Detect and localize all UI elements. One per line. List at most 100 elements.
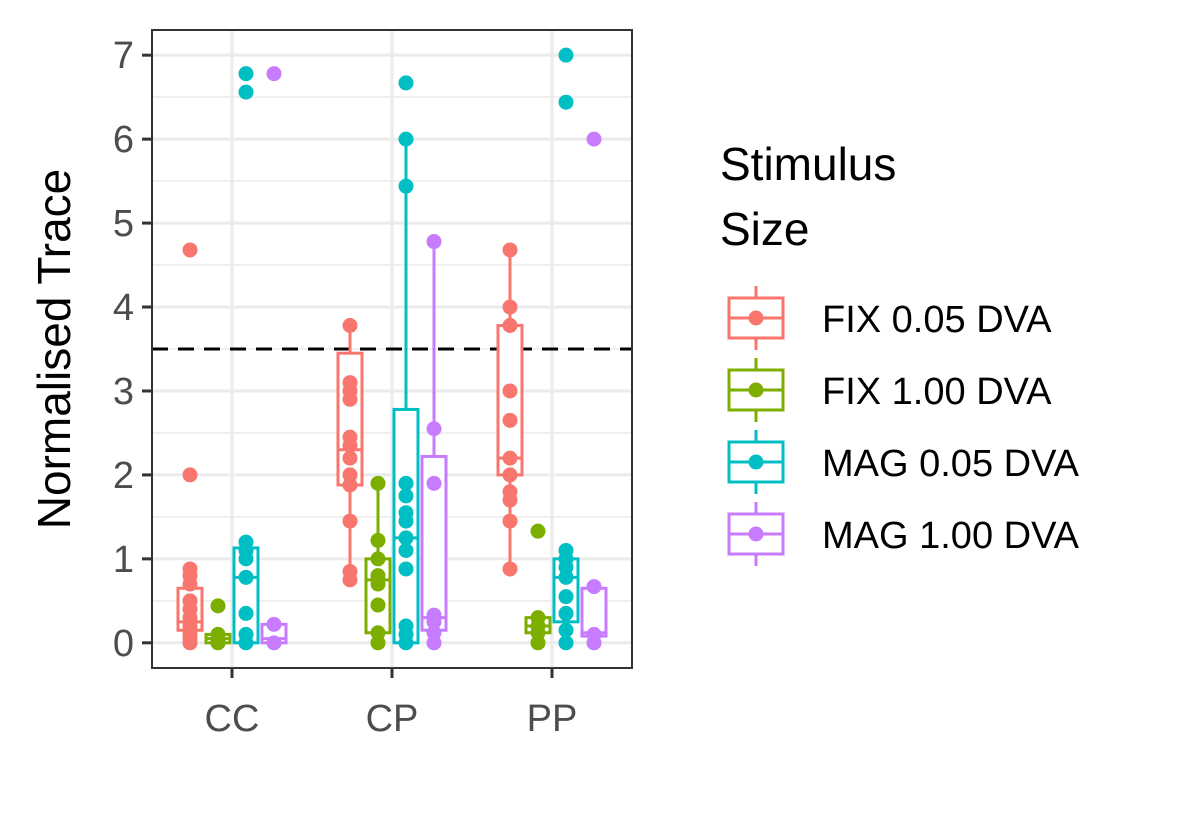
y-tick-label: 5	[113, 203, 134, 245]
x-tick-label: CC	[205, 698, 260, 740]
data-point	[530, 523, 546, 539]
data-point	[502, 242, 518, 258]
data-point	[370, 597, 386, 613]
x-tick-label: CP	[366, 698, 419, 740]
y-tick-label: 6	[113, 119, 134, 161]
points-layer	[182, 47, 602, 651]
data-point	[370, 532, 386, 548]
data-point	[398, 475, 414, 491]
data-point	[502, 513, 518, 529]
data-point	[182, 561, 198, 577]
y-axis-title: Normalised Trace	[28, 169, 80, 529]
data-point	[342, 429, 358, 445]
data-point	[182, 467, 198, 483]
legend: Stimulus Size FIX 0.05 DVA FIX 1.00 DVA MA…	[720, 138, 1080, 566]
legend-label: FIX 1.00 DVA	[822, 371, 1052, 413]
data-point	[182, 593, 198, 609]
y-tick-label: 4	[113, 287, 134, 329]
legend-label: FIX 0.05 DVA	[822, 299, 1052, 341]
data-point	[238, 66, 254, 82]
box-body	[496, 323, 524, 477]
y-tick-label: 1	[113, 539, 134, 581]
data-point	[502, 450, 518, 466]
data-point	[530, 610, 546, 626]
data-point	[238, 605, 254, 621]
data-point	[558, 94, 574, 110]
data-point	[398, 75, 414, 91]
data-point	[558, 622, 574, 638]
legend-label: MAG 0.05 DVA	[822, 443, 1080, 485]
data-point	[342, 375, 358, 391]
data-point	[398, 488, 414, 504]
data-point	[558, 589, 574, 605]
data-point	[426, 625, 442, 641]
data-point	[558, 635, 574, 651]
data-point	[342, 467, 358, 483]
data-point	[342, 450, 358, 466]
data-point	[370, 568, 386, 584]
y-tick-label: 3	[113, 371, 134, 413]
legend-title-line-2: Size	[720, 203, 809, 255]
legend-key-point	[748, 382, 764, 398]
data-point	[502, 383, 518, 399]
data-point	[502, 467, 518, 483]
data-point	[238, 84, 254, 100]
legend-item: MAG 1.00 DVA	[727, 502, 1080, 566]
data-point	[266, 635, 282, 651]
legend-key-point	[748, 310, 764, 326]
data-point	[238, 626, 254, 642]
data-point	[266, 616, 282, 632]
data-point	[266, 66, 282, 82]
data-point	[426, 421, 442, 437]
legend-title-line-1: Stimulus	[720, 138, 896, 190]
data-point	[558, 542, 574, 558]
x-tick-label: PP	[527, 698, 578, 740]
data-point	[238, 534, 254, 550]
y-tick-label: 7	[113, 35, 134, 77]
legend-keys: FIX 0.05 DVA FIX 1.00 DVA MAG 0.05 DVA MAG …	[727, 286, 1080, 566]
y-tick-label: 0	[113, 623, 134, 665]
legend-key-point	[748, 454, 764, 470]
legend-item: MAG 0.05 DVA	[727, 430, 1080, 494]
data-point	[398, 530, 414, 546]
y-axis: 0 1 2 3 4 5 6 7	[113, 35, 152, 665]
data-point	[370, 625, 386, 641]
data-point	[502, 299, 518, 315]
data-point	[398, 561, 414, 577]
major-gridlines	[152, 30, 632, 668]
data-point	[398, 618, 414, 634]
data-point	[238, 569, 254, 585]
data-point	[398, 178, 414, 194]
data-point	[502, 317, 518, 333]
data-point	[370, 475, 386, 491]
legend-item: FIX 1.00 DVA	[727, 358, 1052, 422]
data-point	[398, 542, 414, 558]
data-point	[426, 475, 442, 491]
data-point	[558, 605, 574, 621]
data-point	[426, 234, 442, 250]
data-point	[210, 598, 226, 614]
y-tick-label: 2	[113, 455, 134, 497]
data-point	[502, 561, 518, 577]
data-point	[586, 131, 602, 147]
legend-key-point	[748, 526, 764, 542]
data-point	[182, 242, 198, 258]
legend-item: FIX 0.05 DVA	[727, 286, 1052, 350]
legend-label: MAG 1.00 DVA	[822, 515, 1080, 557]
data-point	[502, 412, 518, 428]
data-point	[398, 505, 414, 521]
data-point	[426, 607, 442, 623]
data-point	[558, 47, 574, 63]
data-point	[370, 551, 386, 567]
data-point	[502, 484, 518, 500]
data-point	[586, 626, 602, 642]
data-point	[342, 563, 358, 579]
data-point	[342, 513, 358, 529]
data-point	[398, 131, 414, 147]
x-axis: CC CP PP	[205, 668, 578, 740]
data-point	[210, 626, 226, 642]
data-point	[586, 579, 602, 595]
box-mag-1-00-dva-cp	[420, 241, 448, 643]
box-fix-0-05-dva-pp	[496, 249, 524, 569]
